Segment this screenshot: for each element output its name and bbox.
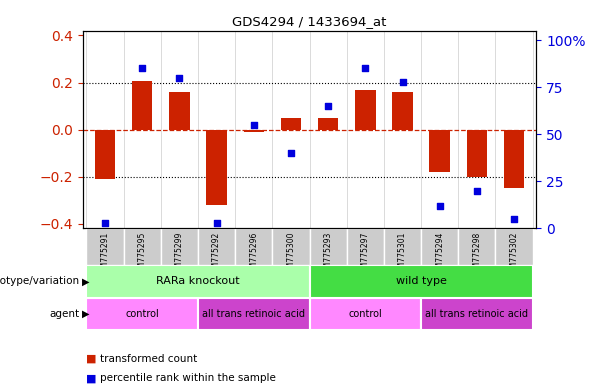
Text: GSM775300: GSM775300 [286, 232, 295, 278]
Text: GSM775294: GSM775294 [435, 232, 444, 278]
Text: GSM775298: GSM775298 [473, 232, 481, 278]
Point [175, 75, 185, 81]
Text: all trans retinoic acid: all trans retinoic acid [202, 309, 305, 319]
Text: GSM775295: GSM775295 [138, 232, 147, 278]
Point [100, 220, 110, 226]
Bar [430, 129, 450, 172]
Text: control: control [126, 309, 159, 319]
Text: control: control [348, 309, 383, 319]
Bar [86, 228, 124, 265]
Text: ▶: ▶ [82, 276, 89, 286]
Bar [86, 298, 198, 330]
Bar [198, 298, 310, 330]
Point [472, 188, 482, 194]
Point [249, 122, 259, 128]
Text: genotype/variation: genotype/variation [0, 276, 80, 286]
Point [323, 103, 333, 109]
Bar [235, 228, 272, 265]
Bar [421, 228, 459, 265]
Text: percentile rank within the sample: percentile rank within the sample [100, 373, 276, 383]
Text: ■: ■ [86, 373, 96, 383]
Bar [310, 228, 347, 265]
Text: transformed count: transformed count [100, 354, 197, 364]
Text: GSM775297: GSM775297 [361, 232, 370, 278]
Text: wild type: wild type [395, 276, 446, 286]
Point [137, 65, 147, 71]
Point [509, 216, 519, 222]
Bar [384, 228, 421, 265]
Text: GSM775299: GSM775299 [175, 232, 184, 278]
Bar [495, 228, 533, 265]
Bar [421, 298, 533, 330]
Bar [198, 228, 235, 265]
Bar [310, 298, 421, 330]
Bar [95, 129, 115, 179]
Text: GSM775301: GSM775301 [398, 232, 407, 278]
Bar [281, 118, 301, 129]
Text: all trans retinoic acid: all trans retinoic acid [425, 309, 528, 319]
Bar [124, 228, 161, 265]
Text: agent: agent [50, 309, 80, 319]
Bar [272, 228, 310, 265]
Bar [207, 129, 227, 205]
Point [398, 78, 408, 84]
Point [286, 150, 296, 156]
Text: ■: ■ [86, 354, 96, 364]
Text: GSM775292: GSM775292 [212, 232, 221, 278]
Bar [243, 129, 264, 132]
Bar [86, 265, 310, 298]
Text: GSM775296: GSM775296 [249, 232, 258, 278]
Bar [347, 228, 384, 265]
Point [435, 203, 444, 209]
Bar [169, 92, 189, 129]
Text: GSM775302: GSM775302 [509, 232, 519, 278]
Text: GSM775291: GSM775291 [101, 232, 110, 278]
Text: RARa knockout: RARa knockout [156, 276, 240, 286]
Text: GSM775293: GSM775293 [324, 232, 333, 278]
Point [211, 220, 221, 226]
Bar [504, 129, 524, 189]
Bar [466, 129, 487, 177]
Bar [459, 228, 495, 265]
Bar [310, 265, 533, 298]
Bar [355, 89, 376, 129]
Bar [132, 81, 153, 129]
Text: ▶: ▶ [82, 309, 89, 319]
Bar [392, 92, 413, 129]
Bar [161, 228, 198, 265]
Title: GDS4294 / 1433694_at: GDS4294 / 1433694_at [232, 15, 387, 28]
Point [360, 65, 370, 71]
Bar [318, 118, 338, 129]
